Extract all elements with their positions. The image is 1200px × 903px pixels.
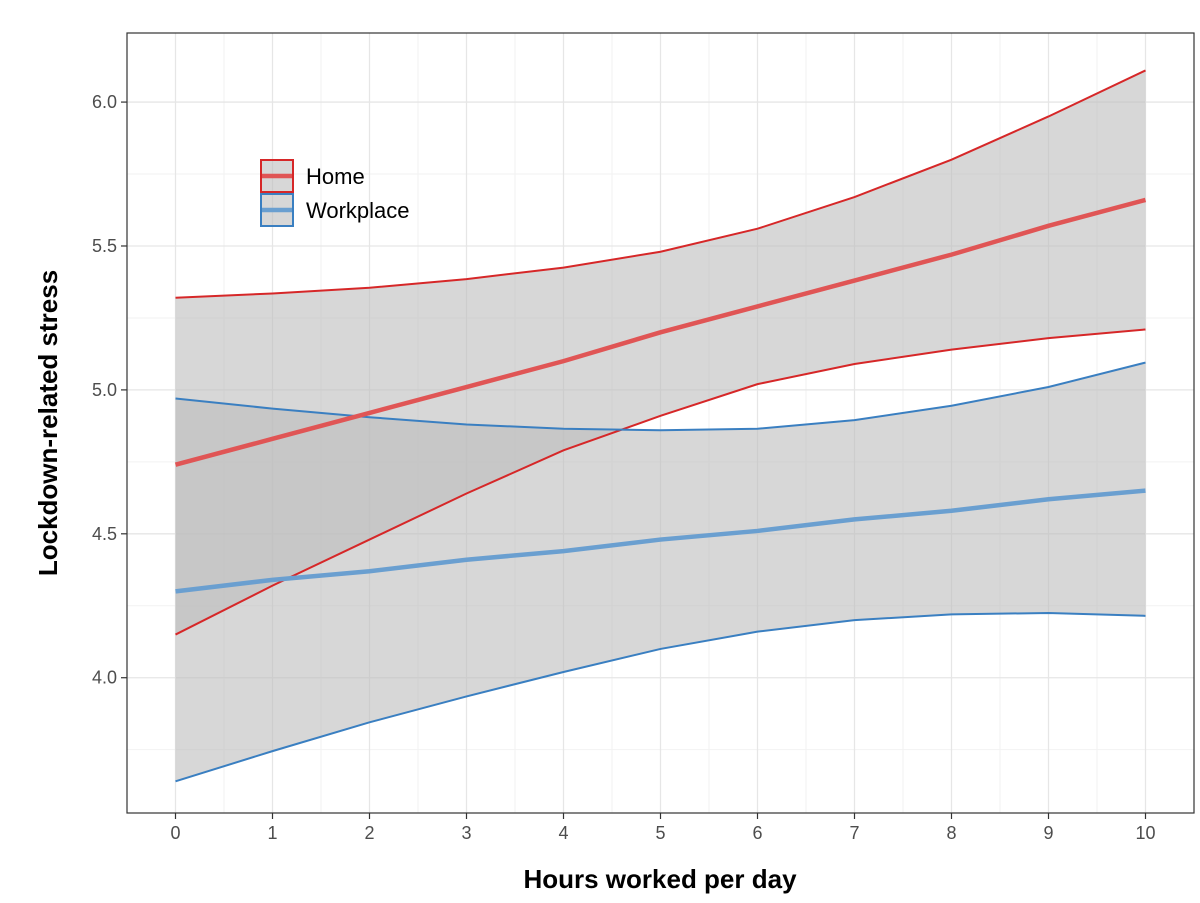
- y-tick-label: 5.5: [92, 236, 117, 256]
- x-axis-title: Hours worked per day: [523, 864, 797, 894]
- y-axis-title: Lockdown-related stress: [33, 270, 63, 576]
- workplace-upper-bound: [175, 361, 1146, 432]
- workplace-lower-bound: [175, 611, 1146, 783]
- legend-label-home: Home: [306, 164, 365, 189]
- workplace-fit-line: [175, 488, 1146, 594]
- x-tick-label: 5: [655, 823, 665, 843]
- y-tick-label: 6.0: [92, 92, 117, 112]
- y-tick-label: 4.5: [92, 524, 117, 544]
- y-tick-label: 4.0: [92, 668, 117, 688]
- x-axis-ticks: 0 1 2 3 4 5 6 7 8 9 10: [170, 813, 1156, 843]
- x-tick-label: 0: [170, 823, 180, 843]
- home-upper-bound: [175, 69, 1146, 299]
- x-tick-label: 9: [1043, 823, 1053, 843]
- x-tick-label: 8: [946, 823, 956, 843]
- home-fit-line: [174, 197, 1147, 467]
- legend-label-workplace: Workplace: [306, 198, 410, 223]
- x-tick-label: 7: [849, 823, 859, 843]
- home-lower-bound: [175, 328, 1146, 636]
- x-tick-label: 6: [752, 823, 762, 843]
- x-tick-label: 4: [558, 823, 568, 843]
- workplace-confidence-band: [175, 362, 1146, 782]
- y-tick-label: 5.0: [92, 380, 117, 400]
- legend: Home Workplace: [260, 159, 410, 227]
- x-tick-label: 3: [461, 823, 471, 843]
- y-axis-ticks: 4.0 4.5 5.0 5.5 6.0: [92, 92, 127, 688]
- confidence-bands: [175, 70, 1146, 782]
- confidence-bounds: [175, 69, 1146, 783]
- x-tick-label: 2: [364, 823, 374, 843]
- x-tick-label: 10: [1135, 823, 1155, 843]
- fit-lines: [174, 197, 1147, 594]
- x-tick-label: 1: [267, 823, 277, 843]
